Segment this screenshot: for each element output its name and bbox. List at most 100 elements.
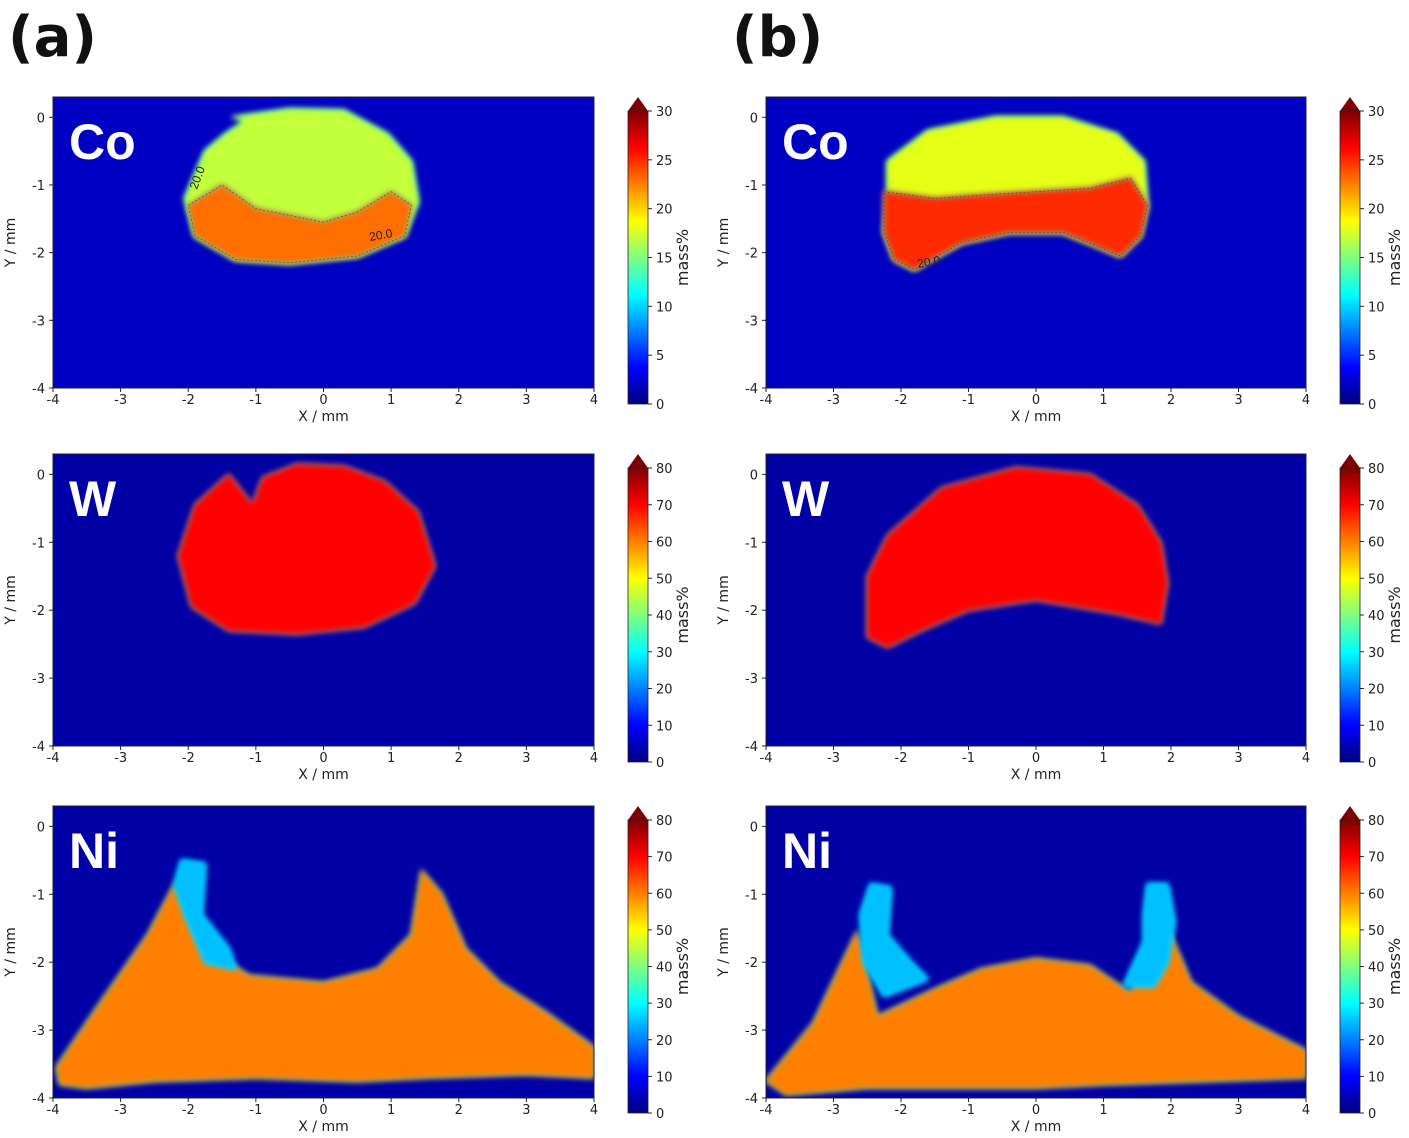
colorbar-label: mass% [673,586,692,643]
plot-a-ni: Ni-4 -3 -2 -1 0 1 2 3 4X / mm0-1-2-3-4Y / mm [3,805,598,1135]
colorbar-tick-label: 20 [656,203,673,218]
colorbar-tick-label: 0 [1368,1107,1376,1122]
colorbar-tick-label: 15 [1368,252,1385,267]
colorbar-tick-label: 40 [1368,961,1385,976]
x-axis-label: X / mm [298,409,348,425]
y-tick-label: -3 [745,1024,758,1039]
y-tick-label: -4 [32,1092,45,1107]
x-tick-label: -2 [182,1103,195,1118]
heatmap-regions [177,463,437,636]
x-tick-label: -3 [827,393,840,408]
x-tick-label: -1 [962,393,975,408]
y-tick-label: -2 [32,247,45,262]
x-axis-label: X / mm [1011,409,1061,425]
colorbar-tick-label: 20 [656,683,673,698]
x-axis-label: X / mm [298,1119,348,1135]
element-label: W [69,471,117,527]
heatmap-regions [55,859,594,1089]
y-tick-label: -1 [745,888,758,903]
x-tick-label: 3 [522,393,530,408]
colorbar-b-co: 0 5 10 15 20 25 30 mass% [1339,97,1404,413]
y-tick-label: -1 [32,179,45,194]
y-tick-label: -3 [745,672,758,687]
colorbar-tick-label: 60 [656,887,673,902]
x-tick-label: 0 [319,393,327,408]
colorbar-tick-label: 50 [1368,924,1385,939]
x-tick-label: -2 [895,751,908,766]
plot-b-w: W-4 -3 -2 -1 0 1 2 3 4X / mm0-1-2-3-4Y / mm [716,453,1310,783]
plot-b-co: 20.0Co-4 -3 -2 -1 0 1 2 3 4X / mm0-1-2-3-4Y / mm [716,96,1310,425]
colorbar-tick-label: 20 [1368,683,1385,698]
colorbar-gradient [628,820,648,1113]
x-tick-label: -2 [895,1103,908,1118]
colorbar-a-co: 0 5 10 15 20 25 30 mass% [627,97,692,413]
panel-label-a: (a) [8,5,97,70]
colorbar-tick-label: 20 [1368,1034,1385,1049]
colorbar-gradient [628,468,648,762]
y-tick-label: 0 [37,468,45,483]
y-tick-label: -3 [745,314,758,329]
colorbar-tick-label: 80 [1368,462,1385,477]
colorbar-tick-label: 70 [1368,851,1385,866]
x-tick-label: 4 [590,393,598,408]
colorbar-tick-label: 60 [1368,536,1385,551]
x-tick-label: 2 [1167,751,1175,766]
colorbar-label: mass% [673,229,692,286]
colorbar-tick-label: 5 [1368,349,1376,364]
x-tick-label: -4 [760,751,773,766]
y-tick-label: -3 [32,314,45,329]
x-tick-label: 3 [1234,751,1242,766]
colorbar-tick-label: 30 [656,646,673,661]
contour-label: 20.0 [916,253,942,271]
x-tick-label: -1 [962,751,975,766]
colorbar-tick-label: 25 [656,154,673,169]
x-tick-label: 0 [319,751,327,766]
colorbar-gradient [1340,468,1360,762]
colorbar-tick-label: 50 [656,924,673,939]
colorbar-tick-label: 30 [1368,646,1385,661]
colorbar-label: mass% [673,938,692,995]
colorbar-tick-label: 20 [656,1034,673,1049]
plot-a-w: W-4 -3 -2 -1 0 1 2 3 4X / mm0-1-2-3-4Y / mm [3,453,598,783]
colorbar-tick-label: 80 [656,814,673,829]
element-label: Co [69,114,136,170]
x-axis-label: X / mm [298,767,348,783]
colorbar-gradient [628,111,648,404]
colorbar-a-w: 0 10 20 30 40 50 60 70 80 mass% [627,454,692,771]
y-tick-label: -3 [32,672,45,687]
x-tick-label: -1 [249,393,262,408]
y-tick-label: -4 [32,740,45,755]
region-ni-dilution-fringe [173,859,238,971]
x-tick-label: -3 [114,751,127,766]
colorbar-tick-label: 30 [1368,105,1385,120]
element-label: Ni [782,823,832,879]
x-tick-label: -3 [827,751,840,766]
y-tick-label: -4 [745,740,758,755]
contour-line [883,177,1148,271]
colorbar-tick-label: 10 [1368,300,1385,315]
x-tick-label: 2 [455,751,463,766]
contour-line [187,184,412,264]
y-axis-label: Y / mm [3,218,19,268]
colorbar-tick-label: 20 [1368,203,1385,218]
colorbar-b-w: 0 10 20 30 40 50 60 70 80 mass% [1339,454,1404,771]
colorbar-tick-label: 0 [1368,398,1376,413]
x-tick-label: -3 [827,1103,840,1118]
x-tick-label: 3 [522,1103,530,1118]
x-tick-label: -4 [47,1103,60,1118]
colorbar-gradient [1340,820,1360,1113]
colorbar-tick-label: 0 [656,398,664,413]
colorbar-tick-label: 50 [1368,572,1385,587]
y-tick-label: -2 [32,956,45,971]
x-axis-label: X / mm [1011,1119,1061,1135]
y-tick-label: 0 [750,111,758,126]
x-axis-label: X / mm [1011,767,1061,783]
colorbar-tick-label: 10 [656,300,673,315]
x-tick-label: 4 [590,1103,598,1118]
y-tick-label: -2 [745,247,758,262]
colorbar-tick-label: 10 [656,719,673,734]
x-tick-label: 1 [1099,393,1107,408]
x-tick-label: 4 [590,751,598,766]
region-substrate [766,925,1306,1096]
y-tick-label: -1 [32,888,45,903]
